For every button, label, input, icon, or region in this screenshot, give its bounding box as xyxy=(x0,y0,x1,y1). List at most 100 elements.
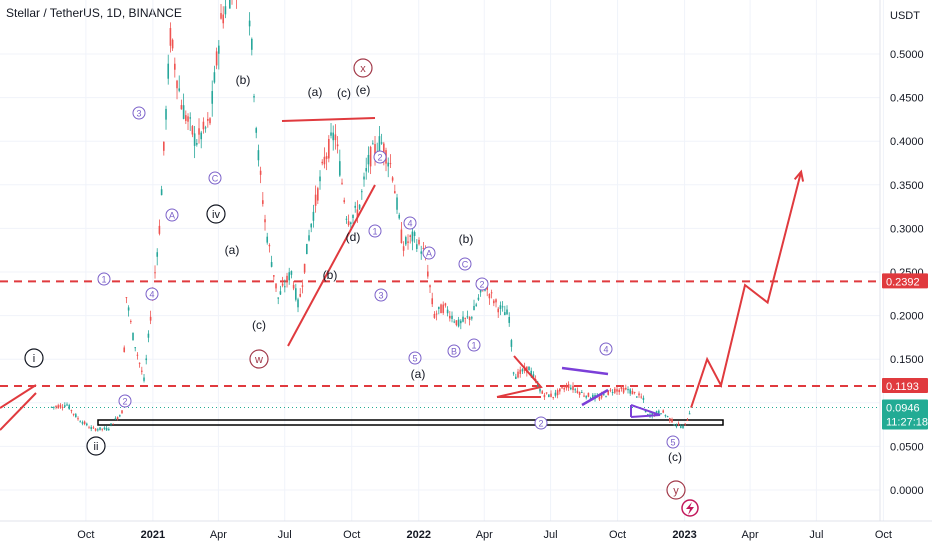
candle-body xyxy=(163,141,165,151)
x-tick-label: Oct xyxy=(77,529,94,541)
wave-circle xyxy=(666,435,680,449)
candle-body xyxy=(317,188,319,201)
candle-body xyxy=(79,421,82,423)
wave-text: (b) xyxy=(323,268,338,282)
candle-body xyxy=(495,299,497,303)
candle-body xyxy=(94,428,97,431)
wave-label: (a) xyxy=(308,85,323,99)
candle-body xyxy=(369,146,372,167)
wave-label: 1 xyxy=(97,272,111,286)
y-tick-label: 0.2000 xyxy=(890,311,924,323)
candle-body xyxy=(405,237,407,245)
triangle-2-lower xyxy=(581,388,609,407)
candle-body xyxy=(66,404,68,406)
wave-label: (a) xyxy=(225,243,240,257)
candle-body xyxy=(614,388,616,393)
candle-body xyxy=(457,319,460,327)
candle-body xyxy=(429,285,431,288)
trendline-top xyxy=(281,117,376,122)
candle-body xyxy=(528,366,530,371)
candle-body xyxy=(154,272,156,274)
candle-body xyxy=(515,376,517,379)
candle-body xyxy=(387,162,390,167)
candle-body xyxy=(248,20,251,27)
candle-body xyxy=(501,306,504,308)
candle-body xyxy=(182,105,185,119)
wave-circle xyxy=(249,349,269,369)
wave-text: 4 xyxy=(407,219,412,229)
candle-body xyxy=(411,231,414,242)
wave-label: (b) xyxy=(459,232,474,246)
wave-text: (c) xyxy=(668,450,682,464)
candle-body xyxy=(422,247,425,249)
candle-body xyxy=(565,385,568,389)
y-tick-label: 0.3000 xyxy=(890,223,924,235)
wave-circle xyxy=(422,246,436,260)
candle-body xyxy=(72,413,75,415)
wave-text: w xyxy=(254,354,263,366)
candle-body xyxy=(103,427,106,430)
wave-label: (c) xyxy=(252,318,266,332)
candle-body xyxy=(631,390,634,395)
candle-body xyxy=(440,304,442,314)
candle-body xyxy=(356,209,359,218)
candle-body xyxy=(281,283,284,286)
wave-label: i xyxy=(24,348,44,368)
candle-body xyxy=(609,389,612,391)
candle-body xyxy=(213,72,216,83)
candle-body xyxy=(130,320,132,322)
wave-text: iv xyxy=(212,209,220,221)
wave-label: 3 xyxy=(132,106,146,120)
candle-body xyxy=(64,405,66,407)
wave-label: (d) xyxy=(346,230,361,244)
candle-body xyxy=(365,168,368,172)
candle-body xyxy=(160,189,163,196)
candle-body xyxy=(165,108,167,120)
candle-body xyxy=(211,91,214,104)
candle-body xyxy=(50,406,53,408)
wave-circle xyxy=(666,480,686,500)
candle-body xyxy=(583,395,585,397)
wave-circle xyxy=(145,287,159,301)
candle-body xyxy=(680,426,682,428)
candle-body xyxy=(446,309,449,314)
candle-body xyxy=(68,405,71,410)
candle-body xyxy=(268,244,271,247)
candle-body xyxy=(655,411,658,414)
wave-text: 5 xyxy=(670,438,675,448)
candle-body xyxy=(576,390,579,393)
triangle-1 xyxy=(496,355,543,398)
wave-label: y xyxy=(666,480,686,500)
candle-body xyxy=(444,303,447,306)
wave-label: ii xyxy=(86,436,106,456)
candle-body xyxy=(642,397,645,400)
wave-label: 1 xyxy=(368,224,382,238)
candle-body xyxy=(185,115,187,121)
candle-body xyxy=(380,142,383,144)
trendline-diagonal xyxy=(287,184,376,347)
candle-body xyxy=(660,413,662,415)
candle-body xyxy=(119,415,121,417)
wave-text: (a) xyxy=(308,85,323,99)
candle-body xyxy=(572,385,574,391)
x-tick-label: Oct xyxy=(343,529,360,541)
candle-body xyxy=(191,126,194,135)
candle-body xyxy=(297,299,299,308)
candle-body xyxy=(187,116,189,122)
candle-body xyxy=(156,252,159,257)
wave-text: ii xyxy=(94,441,99,453)
candle-body xyxy=(455,320,458,326)
candle-body xyxy=(570,387,572,390)
candle-body xyxy=(625,387,627,390)
candle-body xyxy=(671,419,673,423)
candle-body xyxy=(347,221,350,226)
wave-circle xyxy=(403,216,417,230)
candle-body xyxy=(581,392,583,394)
candle-body xyxy=(587,392,590,397)
candle-body xyxy=(644,410,647,413)
currency-label: USDT xyxy=(890,10,920,22)
candle-body xyxy=(339,161,341,176)
candle-body xyxy=(286,275,288,282)
wave-circle xyxy=(86,436,106,456)
